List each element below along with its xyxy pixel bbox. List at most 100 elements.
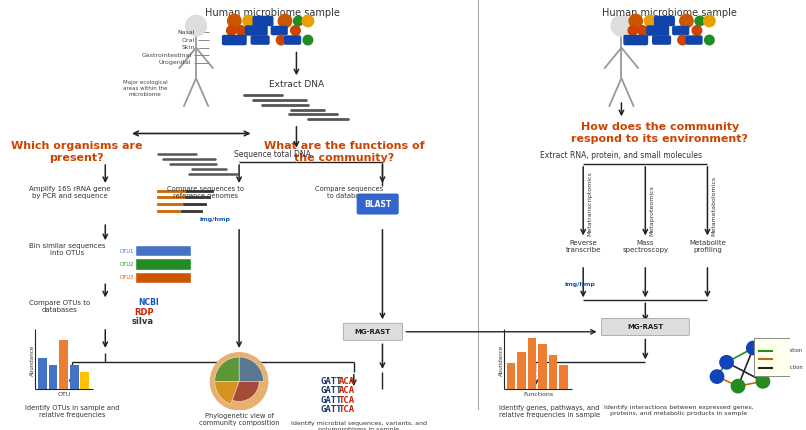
Text: Compare OTUs to
databases: Compare OTUs to databases [29,300,90,313]
Circle shape [226,26,236,35]
Text: How does the community
respond to its environment?: How does the community respond to its en… [571,122,748,144]
FancyBboxPatch shape [284,35,301,45]
Wedge shape [232,381,260,401]
Bar [559,365,568,389]
Circle shape [293,16,303,26]
Text: GATT: GATT [320,377,342,386]
Text: Metabolite
profiling: Metabolite profiling [689,240,726,253]
FancyBboxPatch shape [672,26,689,35]
Text: Nasal: Nasal [177,30,195,35]
Circle shape [236,26,246,35]
Circle shape [679,14,693,28]
Text: Interaction: Interaction [775,365,803,370]
Circle shape [710,370,724,383]
Text: Identify interactions between expressed genes,
proteins, and metabolic products : Identify interactions between expressed … [604,405,754,416]
Circle shape [756,375,770,388]
Circle shape [276,35,286,45]
Text: Phylogenetic view of
community composition: Phylogenetic view of community compositi… [199,413,280,426]
Bar [81,372,89,389]
Text: Identify genes, pathways, and
relative frequencies in sample: Identify genes, pathways, and relative f… [499,405,600,418]
FancyBboxPatch shape [654,16,675,26]
Circle shape [629,14,642,28]
FancyBboxPatch shape [251,35,270,45]
Text: OTU: OTU [58,392,72,397]
Text: Metametabolomics: Metametabolomics [711,176,717,236]
Circle shape [303,35,313,45]
Circle shape [611,15,632,36]
Text: Amplify 16S rRNA gene
by PCR and sequence: Amplify 16S rRNA gene by PCR and sequenc… [29,186,110,199]
FancyBboxPatch shape [222,35,247,45]
Text: GATT: GATT [320,396,342,405]
Text: Which organisms are
present?: Which organisms are present? [10,141,143,163]
Text: Functions: Functions [523,392,554,397]
Text: Key:: Key: [759,341,775,345]
Text: Mass
spectroscopy: Mass spectroscopy [622,240,668,253]
Text: OTU2: OTU2 [119,262,134,267]
Circle shape [720,356,733,369]
Circle shape [746,341,760,355]
Bar [136,273,191,283]
Bar [70,365,78,389]
Text: Sequence total DNA: Sequence total DNA [235,150,311,159]
Circle shape [704,35,714,45]
Text: Compare sequences to
reference genomes: Compare sequences to reference genomes [167,186,244,199]
Bar [136,246,191,256]
Text: Urogenital: Urogenital [159,61,191,65]
Bar [39,357,47,389]
Circle shape [678,35,688,45]
Circle shape [692,26,702,35]
Text: Metatranscriptomics: Metatranscriptomics [587,172,592,237]
Text: Skin: Skin [181,45,195,50]
Wedge shape [214,381,239,404]
Text: Identify microbial sequences, variants, and
polymorphisms in sample: Identify microbial sequences, variants, … [291,421,426,430]
Text: img/hmp: img/hmp [200,218,231,222]
Text: Human microbiome sample: Human microbiome sample [602,8,737,18]
FancyBboxPatch shape [646,25,669,36]
Text: Metaproteomics: Metaproteomics [649,186,654,236]
Text: GATT: GATT [320,405,342,414]
Text: Gastrointestinal: Gastrointestinal [141,53,191,58]
Bar [136,259,191,270]
Text: TCA: TCA [339,396,355,405]
Text: RDP: RDP [134,308,154,317]
Text: Oral: Oral [182,37,195,43]
Text: Extract RNA, protein, and small molecules: Extract RNA, protein, and small molecule… [541,150,702,160]
Circle shape [243,15,255,27]
Text: OTU3: OTU3 [119,275,134,280]
Text: Human microbiome sample: Human microbiome sample [205,8,340,18]
Text: Reverse
transcribe: Reverse transcribe [566,240,601,253]
Circle shape [638,26,647,35]
Circle shape [278,14,292,28]
Text: OTU1: OTU1 [119,249,134,254]
Text: GATT: GATT [320,386,342,395]
Text: Abundance: Abundance [30,345,35,376]
Circle shape [302,15,314,27]
Text: NCBI: NCBI [139,298,160,307]
Wedge shape [214,357,239,381]
Text: Bin similar sequences
into OTUs: Bin similar sequences into OTUs [29,243,106,256]
Text: Regulation: Regulation [775,348,803,353]
Circle shape [644,15,656,27]
Circle shape [695,16,704,26]
Bar [528,338,536,389]
Text: Abundance: Abundance [498,345,504,376]
FancyBboxPatch shape [754,338,806,376]
FancyBboxPatch shape [685,35,703,45]
FancyBboxPatch shape [271,26,288,35]
Bar [507,363,515,389]
Text: Extract DNA: Extract DNA [269,80,324,89]
FancyBboxPatch shape [601,319,689,335]
Bar [549,355,558,389]
FancyBboxPatch shape [652,35,671,45]
Text: Identify OTUs in sample and
relative frequencies: Identify OTUs in sample and relative fre… [24,405,119,418]
Circle shape [628,26,638,35]
Circle shape [291,26,301,35]
Text: Compare sequences
to databases: Compare sequences to databases [315,186,383,199]
Text: ACA: ACA [339,377,355,386]
FancyBboxPatch shape [252,16,273,26]
Text: MG-RAST: MG-RAST [627,324,663,330]
Bar [60,341,68,389]
Text: silva: silva [132,317,154,326]
Circle shape [185,15,206,36]
Bar [538,344,546,389]
